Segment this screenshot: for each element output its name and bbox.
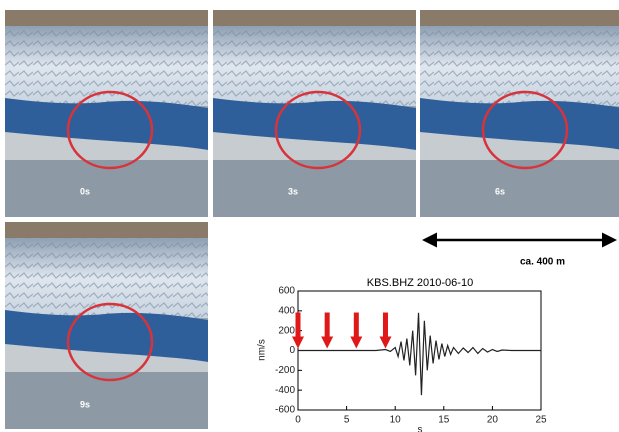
- photo: [420, 10, 619, 217]
- figure: 0s 3s 6s 9s ca. 400 m KBS.BHZ 2010-06-10…: [0, 0, 619, 432]
- event-arrow: [350, 313, 362, 349]
- y-tick-label: 0: [289, 345, 295, 356]
- y-tick-label: 600: [278, 286, 295, 297]
- photo-label: 3s: [288, 186, 298, 196]
- scale-label: ca. 400 m: [520, 257, 565, 268]
- photo: [5, 222, 208, 429]
- photo-label: 9s: [80, 399, 90, 409]
- chart-title: KBS.BHZ 2010-06-10: [367, 277, 473, 289]
- x-tick-label: 25: [535, 415, 547, 426]
- event-arrow: [379, 313, 391, 349]
- photo: [5, 10, 208, 217]
- photo-label: 0s: [80, 186, 90, 196]
- y-tick-label: -200: [275, 365, 295, 376]
- x-axis-label: s: [418, 425, 423, 432]
- y-axis-label: nm/s: [257, 339, 268, 361]
- x-tick-label: 20: [487, 415, 499, 426]
- y-tick-label: -400: [275, 385, 295, 396]
- x-tick-label: 15: [438, 415, 450, 426]
- x-tick-label: 0: [295, 415, 301, 426]
- x-tick-label: 10: [390, 415, 402, 426]
- photo-label: 6s: [495, 186, 505, 196]
- x-tick-label: 5: [344, 415, 350, 426]
- waveform: [298, 313, 541, 395]
- y-tick-label: 200: [278, 325, 295, 336]
- y-tick-label: -600: [275, 405, 295, 416]
- y-tick-label: 400: [278, 305, 295, 316]
- event-arrow: [321, 313, 333, 349]
- photo: [213, 10, 416, 217]
